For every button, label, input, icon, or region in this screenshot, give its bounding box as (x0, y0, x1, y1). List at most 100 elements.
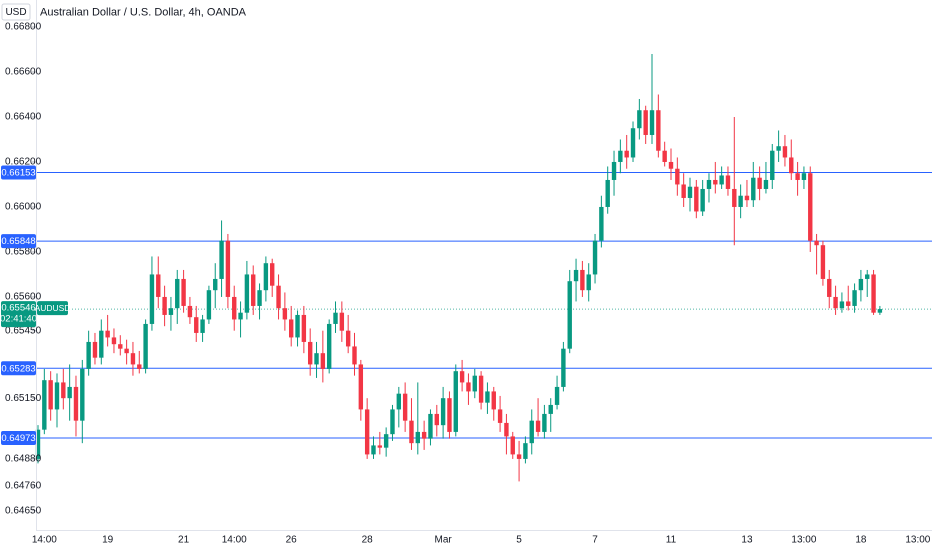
x-tick-label: 21 (178, 535, 190, 546)
candle-body (580, 269, 585, 291)
line-price-label: 0.65283 (1, 363, 35, 374)
candle-body (497, 409, 503, 423)
candle-body (257, 290, 262, 306)
candle-body (618, 150, 623, 162)
x-tick-label: 26 (286, 535, 298, 546)
x-tick-label: Mar (435, 535, 453, 546)
candle-body (504, 422, 509, 437)
y-tick-label: 0.64760 (5, 481, 42, 492)
candle-body (289, 319, 294, 338)
candle-body (421, 431, 427, 439)
candle-body (871, 274, 876, 313)
candle-body (656, 110, 661, 151)
candle-body (485, 391, 490, 403)
line-price-box (1, 234, 36, 249)
candle-body (345, 330, 351, 347)
candle-body (599, 206, 604, 241)
candle-body (668, 161, 674, 169)
x-tick-label: 14:00 (32, 535, 57, 546)
candle-body (586, 274, 591, 291)
candle-body (795, 173, 800, 180)
candle-body (377, 445, 383, 448)
candle-body (307, 341, 313, 365)
candle-body (466, 382, 471, 392)
price-axis: 0.66800 0.66600 0.66400 0.66200 0.66000 0.658… (0, 22, 42, 517)
candle-body (440, 398, 446, 426)
candle-body (143, 323, 148, 369)
candle-body (54, 382, 60, 410)
candle-body (846, 301, 851, 306)
line-price-label: 0.64973 (1, 433, 35, 444)
candle-body (706, 179, 712, 189)
candle-body (105, 330, 110, 338)
current-price-label: 0.65546 (1, 303, 35, 314)
candle-body (592, 240, 598, 275)
candle-body (675, 168, 680, 185)
candle-body (320, 353, 326, 369)
candle-body (276, 285, 281, 309)
candle-body (333, 312, 338, 324)
candle-body (478, 375, 484, 403)
candle-body (371, 445, 376, 455)
candle-body (510, 436, 515, 455)
y-tick-label: 0.66000 (5, 202, 42, 213)
candle-body (206, 290, 212, 320)
candle-body (732, 188, 737, 207)
candle-body (67, 386, 72, 399)
candle-body (326, 323, 332, 369)
candle-body (801, 173, 807, 180)
candle-body (649, 110, 655, 135)
candle-body (111, 337, 117, 345)
currency: USD (5, 7, 26, 18)
x-tick-label: 13:00 (791, 535, 816, 546)
candle-body (789, 157, 794, 174)
candle-body (535, 420, 541, 432)
candle-body (181, 278, 186, 306)
candle-body (453, 371, 458, 432)
candle-body (149, 274, 155, 324)
candle-body (80, 368, 85, 421)
y-tick-label: 0.65150 (5, 393, 42, 404)
y-tick-label: 0.66400 (5, 112, 42, 123)
candle-body (877, 309, 883, 313)
candle-body (73, 386, 79, 421)
x-tick-label: 13 (741, 535, 753, 546)
candle-body (447, 398, 452, 432)
candle-body (624, 150, 629, 158)
candle-body (162, 296, 167, 315)
candle-body (808, 173, 813, 241)
currency-box[interactable] (1, 3, 31, 21)
candle-body (428, 413, 433, 439)
candle-body (282, 308, 288, 320)
candle-body (358, 364, 364, 410)
candle-body (232, 296, 237, 320)
candle-body (263, 263, 269, 291)
candle-body (270, 263, 275, 286)
x-tick-label: 18 (855, 535, 867, 546)
line-price-label: 0.66153 (1, 168, 35, 179)
candle-body (523, 443, 528, 459)
candle-body (390, 409, 395, 435)
x-tick-label: 13:00 (905, 535, 930, 546)
candle-body (827, 278, 832, 297)
candle-body (124, 348, 129, 354)
candle-body (700, 188, 705, 212)
line-price-box (1, 361, 36, 376)
y-tick-label: 0.65450 (5, 325, 42, 336)
candle-body (820, 245, 826, 279)
candle-body (694, 186, 699, 212)
candle-body (175, 278, 180, 309)
candle-body (839, 301, 845, 309)
current-price-box (1, 301, 36, 328)
candle-body (561, 348, 566, 387)
candle-body (61, 382, 66, 399)
x-tick-label: 11 (666, 535, 677, 546)
candle-body (516, 454, 522, 459)
candle-body (637, 110, 642, 129)
candle-body (611, 161, 617, 180)
candle-body (630, 128, 636, 158)
candle-body (770, 150, 775, 180)
candle-body (548, 404, 553, 414)
candle-body (573, 269, 579, 282)
